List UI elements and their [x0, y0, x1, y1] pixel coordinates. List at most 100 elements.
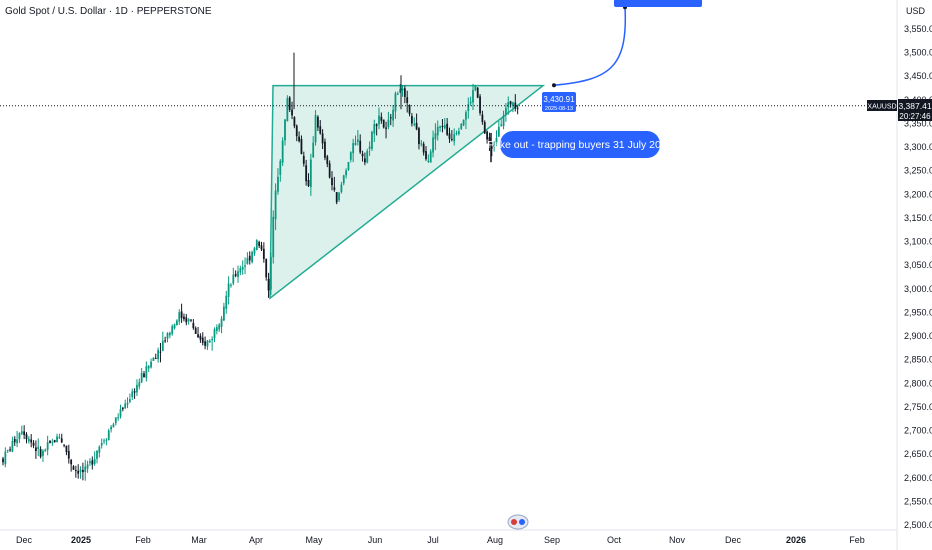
- candle-body: [413, 124, 416, 126]
- candle-body: [403, 88, 406, 97]
- price-marker[interactable]: 3,430.91 2025-08-13: [542, 92, 576, 112]
- candle-body: [255, 240, 258, 250]
- candle: [453, 128, 456, 146]
- candle-body: [453, 134, 456, 142]
- candle-body: [234, 273, 237, 276]
- candle: [307, 173, 310, 187]
- candle: [260, 241, 263, 251]
- candle: [314, 110, 317, 146]
- candle: [279, 159, 282, 182]
- candle: [30, 434, 33, 448]
- candle: [35, 440, 37, 459]
- candle-body: [443, 125, 446, 129]
- candle: [166, 332, 169, 343]
- candle: [516, 105, 519, 115]
- candle: [178, 309, 181, 325]
- candle: [32, 440, 35, 449]
- ascending-triangle-pattern[interactable]: [269, 84, 546, 300]
- x-tick-label: Aug: [487, 535, 503, 545]
- candle-body: [237, 271, 239, 277]
- candle: [150, 358, 152, 369]
- candle-body: [298, 136, 300, 142]
- candle-body: [154, 358, 157, 360]
- candle: [262, 242, 265, 263]
- candle-body: [279, 160, 282, 175]
- candle-body: [220, 318, 223, 327]
- candle: [371, 130, 373, 151]
- candle: [13, 436, 16, 446]
- candle-body: [173, 324, 176, 329]
- candle-body: [514, 102, 517, 109]
- candle-body: [251, 252, 253, 263]
- candle-body: [399, 89, 402, 93]
- candle-body: [136, 384, 138, 393]
- current-price-label[interactable]: XAUUSD 3,387.41 20:27:46: [867, 99, 932, 121]
- candle: [2, 456, 4, 466]
- x-tick-label: Dec: [16, 535, 33, 545]
- candle-body: [67, 451, 70, 459]
- candle: [145, 361, 148, 382]
- fakeout-annotation[interactable]: Fake out - trapping buyers 31 July 2025: [487, 131, 673, 158]
- candle-body: [2, 458, 4, 463]
- candle: [39, 446, 42, 459]
- bar-countdown: 20:27:46: [899, 112, 931, 121]
- candle-body: [187, 319, 190, 322]
- candle-body: [105, 439, 108, 441]
- candle: [187, 318, 190, 325]
- candle-body: [460, 123, 463, 129]
- candle: [225, 290, 228, 314]
- triangle-shape[interactable]: [269, 84, 546, 300]
- projection-start-point[interactable]: [552, 83, 556, 88]
- candle-body: [481, 114, 484, 122]
- x-tick-label: Mar: [191, 535, 207, 545]
- candle-body: [44, 449, 47, 452]
- candle: [91, 456, 94, 470]
- candle-body: [178, 312, 181, 322]
- candle: [267, 272, 270, 298]
- candle-body: [389, 117, 392, 119]
- candle-body: [394, 93, 397, 112]
- candle: [382, 119, 385, 129]
- candle-body: [373, 124, 376, 134]
- candle-body: [164, 340, 167, 342]
- candle: [159, 342, 162, 363]
- candle: [356, 129, 359, 146]
- y-tick-label: 3,500.00: [904, 48, 932, 58]
- projection-arc[interactable]: [553, 7, 627, 87]
- candle-body: [427, 160, 430, 162]
- candle-body: [302, 155, 305, 164]
- candle-body: [230, 284, 232, 286]
- candle: [286, 95, 289, 122]
- candle-body: [260, 245, 263, 250]
- candle: [291, 101, 293, 120]
- candle: [418, 126, 420, 150]
- candle: [129, 393, 131, 404]
- candle-body: [371, 131, 373, 149]
- candle: [63, 444, 65, 448]
- candle: [119, 404, 122, 419]
- candle: [258, 240, 261, 249]
- candle-body: [488, 137, 491, 145]
- x-tick-label: Apr: [249, 535, 263, 545]
- candle: [168, 331, 171, 339]
- candle: [270, 252, 272, 296]
- candle: [147, 364, 150, 373]
- candle-body: [223, 306, 225, 321]
- candle-body: [140, 372, 143, 383]
- candle: [234, 270, 237, 278]
- candle: [366, 148, 369, 164]
- candle-body: [291, 109, 293, 116]
- candle: [218, 323, 221, 332]
- candle: [251, 250, 253, 264]
- candle: [512, 101, 514, 113]
- candle: [335, 192, 338, 205]
- candle: [232, 267, 235, 286]
- candle-body: [129, 399, 131, 402]
- target-label[interactable]: [614, 0, 702, 7]
- candle-body: [467, 104, 470, 112]
- candle-body: [392, 109, 394, 121]
- candle-body: [171, 326, 174, 334]
- candle-body: [378, 115, 380, 125]
- y-tick-label: 3,150.00: [904, 213, 932, 223]
